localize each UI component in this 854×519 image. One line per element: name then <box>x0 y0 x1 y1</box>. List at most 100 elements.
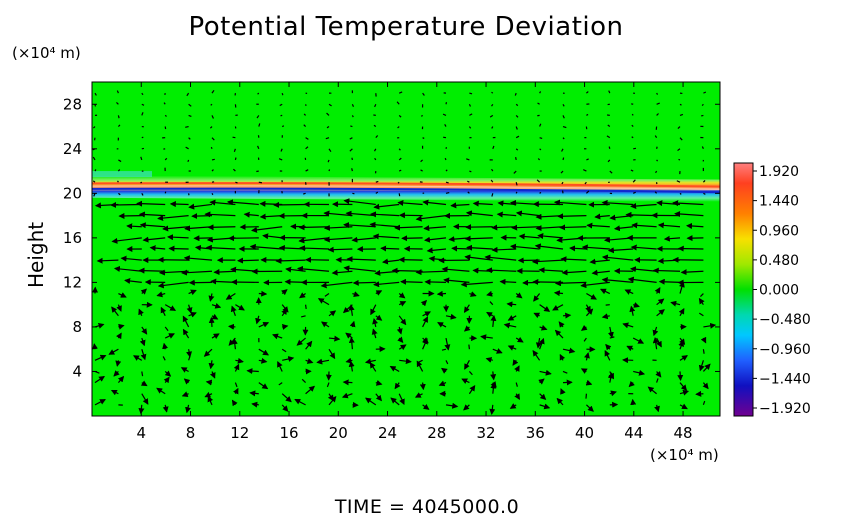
wind-vector <box>396 101 400 105</box>
wind-vector <box>463 304 470 313</box>
wind-vector <box>607 326 614 339</box>
wind-vector <box>246 368 259 375</box>
wind-vector <box>424 278 447 285</box>
wind-vector <box>163 376 170 384</box>
wind-vector <box>512 359 519 366</box>
wind-vector <box>327 246 353 253</box>
wind-vector <box>211 115 214 119</box>
wind-vector <box>141 103 145 106</box>
wind-vector <box>490 179 494 183</box>
wind-vector <box>492 348 503 354</box>
wind-vector <box>581 244 610 251</box>
wind-vector <box>632 179 636 183</box>
x-tick-label: 28 <box>427 424 446 442</box>
wind-vector <box>532 278 564 285</box>
wind-vector <box>118 192 121 196</box>
wind-vector <box>654 404 660 413</box>
wind-vector <box>372 317 379 328</box>
wind-vector <box>326 112 330 116</box>
wind-vector <box>533 293 541 302</box>
wind-vector <box>372 233 400 240</box>
wind-vector <box>342 379 353 386</box>
wind-vector <box>554 329 564 339</box>
wind-vector <box>163 102 166 105</box>
wind-vector <box>584 181 587 185</box>
wind-vector <box>562 125 567 129</box>
wind-vector <box>507 315 517 321</box>
wind-vector <box>164 191 167 194</box>
wind-vector <box>608 90 611 94</box>
wind-vector <box>92 180 96 183</box>
wind-vector <box>656 113 659 116</box>
wind-vector <box>326 382 330 388</box>
wind-vector <box>348 336 355 350</box>
wind-vector <box>185 404 191 414</box>
wind-vector <box>373 124 377 128</box>
wind-vector <box>461 378 470 384</box>
colorbar-tick-label: 0.000 <box>759 283 799 299</box>
wind-vector <box>656 102 660 105</box>
wind-vector <box>349 148 353 152</box>
wind-vector <box>210 146 213 150</box>
wind-vectors <box>92 89 717 415</box>
wind-vector <box>166 234 189 241</box>
wind-vector <box>489 301 494 306</box>
wind-vector <box>141 393 149 405</box>
wind-vector <box>515 336 524 343</box>
wind-vector <box>654 191 658 194</box>
wind-vector <box>539 324 548 331</box>
wind-vector <box>539 91 542 94</box>
wind-vector <box>469 170 472 173</box>
wind-vector <box>228 337 236 346</box>
warm-anomaly-line <box>91 182 721 188</box>
wind-vector <box>351 115 354 118</box>
wind-vector <box>562 137 565 140</box>
wind-vector <box>348 304 355 316</box>
wind-vector <box>601 254 634 261</box>
wind-vector <box>371 328 378 339</box>
wind-vector <box>352 291 360 297</box>
wind-vector <box>627 276 657 283</box>
wind-vector <box>438 380 447 387</box>
wind-vector <box>191 213 213 220</box>
time-label: TIME = 4045000.0 <box>334 496 520 518</box>
wind-vector <box>138 267 166 274</box>
wind-vector <box>679 337 686 346</box>
wind-vector <box>451 245 470 252</box>
wind-vector <box>422 316 428 328</box>
wind-vector <box>701 103 704 107</box>
wind-vector <box>397 199 423 206</box>
wind-vector <box>586 222 610 229</box>
wind-vector <box>463 325 471 332</box>
wind-vector <box>514 393 520 400</box>
wind-vector <box>211 333 220 340</box>
wind-vector <box>558 321 565 328</box>
wind-vector <box>629 305 636 316</box>
y-tick-label: 20 <box>63 184 82 202</box>
wind-vector <box>562 370 568 374</box>
wind-vector <box>375 135 379 139</box>
wind-vector <box>606 135 611 139</box>
wind-vector <box>484 254 517 261</box>
wind-vector <box>140 349 147 361</box>
wind-vector <box>398 292 406 299</box>
wind-vector <box>557 213 587 220</box>
wind-vector <box>414 392 423 398</box>
wind-vector <box>518 233 540 240</box>
wind-vector <box>183 378 191 385</box>
wind-vector <box>489 404 496 415</box>
wind-vector <box>233 148 236 153</box>
wind-vector <box>262 233 283 240</box>
wind-vector <box>450 202 470 209</box>
wind-vector <box>444 124 447 127</box>
wind-vector <box>186 304 193 314</box>
x-tick-label: 20 <box>329 424 348 442</box>
wind-vector <box>467 180 470 183</box>
wind-vector <box>111 237 142 244</box>
wind-vector <box>390 397 400 406</box>
wind-vector <box>349 137 353 140</box>
wind-vector <box>560 388 566 395</box>
wind-vector <box>422 137 425 140</box>
wind-vector <box>445 360 449 365</box>
wind-vector <box>491 168 494 172</box>
